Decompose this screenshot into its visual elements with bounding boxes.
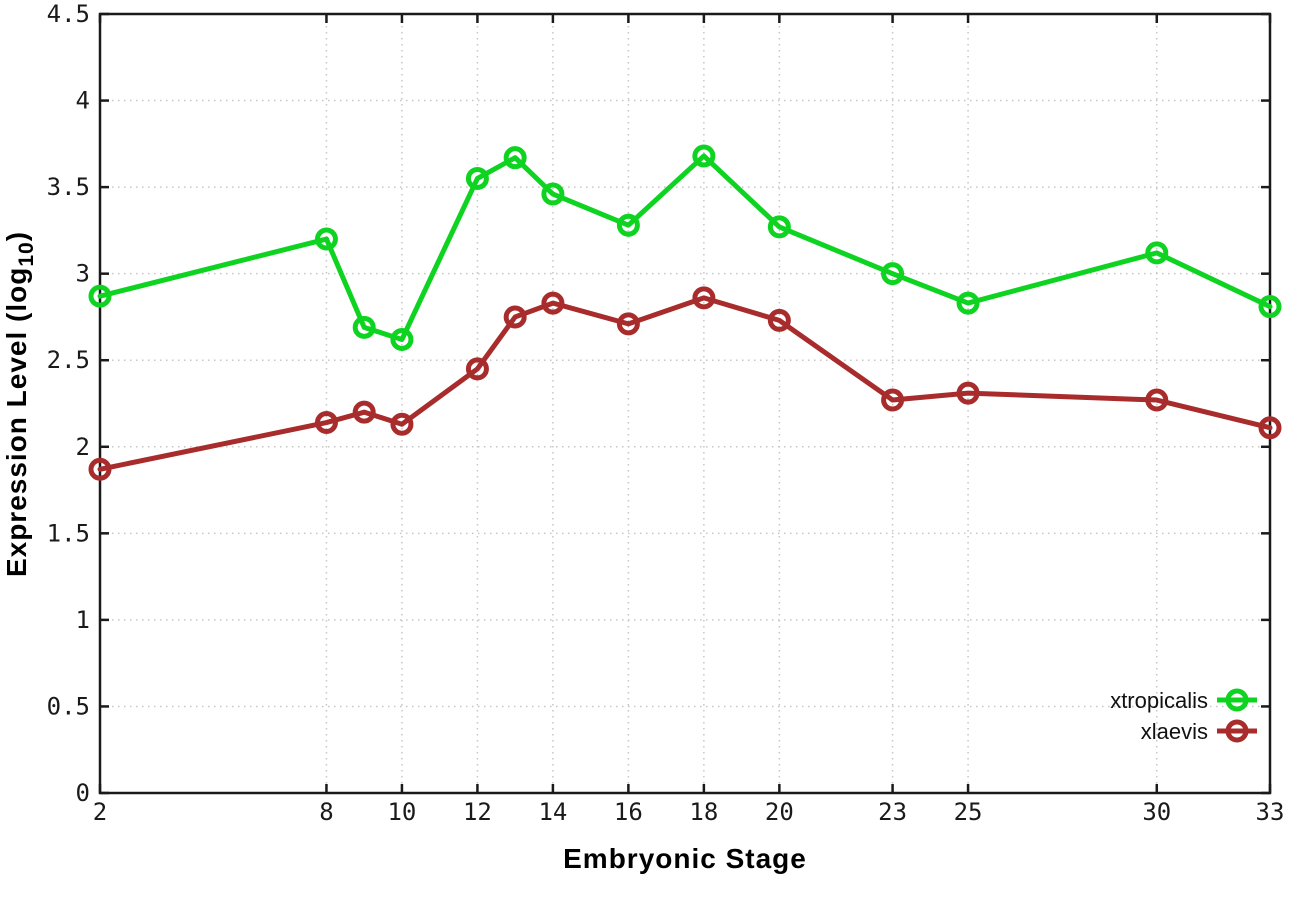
y-axis-title-close: ) xyxy=(1,231,32,241)
data-point-xtropicalis xyxy=(881,262,905,286)
y-tick-label: 2 xyxy=(76,433,90,461)
y-tick-label: 4.5 xyxy=(47,0,90,28)
data-point-xtropicalis xyxy=(767,215,791,239)
x-tick-label: 23 xyxy=(878,798,907,826)
x-tick-label: 25 xyxy=(954,798,983,826)
x-tick-label: 30 xyxy=(1142,798,1171,826)
data-point-xtropicalis xyxy=(352,315,376,339)
series-layer xyxy=(88,144,1282,481)
x-tick-label: 2 xyxy=(93,798,107,826)
data-point-xlaevis xyxy=(314,411,338,435)
plot-border xyxy=(98,12,1272,795)
legend-label-xtropicalis: xtropicalis xyxy=(1110,688,1208,713)
y-axis-title-main: Expression Level (log xyxy=(1,267,32,577)
data-point-xlaevis xyxy=(503,305,527,329)
series-line-xtropicalis xyxy=(97,153,1273,342)
y-tick-label: 0 xyxy=(76,779,90,807)
data-point-xtropicalis xyxy=(88,284,112,308)
data-point-xlaevis xyxy=(767,308,791,332)
x-tick-label: 18 xyxy=(689,798,718,826)
legend: xtropicalis xlaevis xyxy=(1110,688,1257,744)
data-point-xtropicalis xyxy=(1258,295,1282,319)
data-point-xlaevis xyxy=(88,457,112,481)
x-tick-label: 16 xyxy=(614,798,643,826)
grid-layer xyxy=(100,14,1270,793)
legend-label-xlaevis: xlaevis xyxy=(1141,719,1208,744)
data-point-xtropicalis xyxy=(692,144,716,168)
data-point-xtropicalis xyxy=(314,227,338,251)
x-tick-label: 14 xyxy=(538,798,567,826)
y-tick-label: 1.5 xyxy=(47,519,90,547)
data-point-xlaevis xyxy=(1145,388,1169,412)
data-point-xtropicalis xyxy=(956,291,980,315)
x-tick-label: 8 xyxy=(319,798,333,826)
tick-labels-layer: 2 8 10 12 14 16 18 20 23 25 30 33 0 0.5 1 1.5 2 2.5 3 3.5 4 4… xyxy=(47,0,1285,826)
data-point-xlaevis xyxy=(881,388,905,412)
y-tick-label: 3 xyxy=(76,260,90,288)
series-line-xlaevis xyxy=(97,295,1273,472)
x-tick-label: 33 xyxy=(1256,798,1285,826)
legend-marker-xlaevis xyxy=(1225,719,1249,743)
data-point-xtropicalis xyxy=(1145,241,1169,265)
data-point-xlaevis xyxy=(465,357,489,381)
y-tick-label: 4 xyxy=(76,87,90,115)
data-point-xlaevis xyxy=(692,286,716,310)
x-tick-label: 20 xyxy=(765,798,794,826)
data-point-xtropicalis xyxy=(503,146,527,170)
data-point-xlaevis xyxy=(956,381,980,405)
data-point-xlaevis xyxy=(352,400,376,424)
data-point-xtropicalis xyxy=(465,166,489,190)
x-tick-label: 10 xyxy=(387,798,416,826)
data-point-xlaevis xyxy=(390,412,414,436)
data-point-xtropicalis xyxy=(616,213,640,237)
y-tick-label: 1 xyxy=(76,606,90,634)
ticks-layer xyxy=(98,12,1272,795)
data-point-xtropicalis xyxy=(541,182,565,206)
x-axis-title: Embryonic Stage xyxy=(563,843,807,874)
data-point-xlaevis xyxy=(1258,416,1282,440)
data-point-xlaevis xyxy=(616,312,640,336)
y-tick-label: 0.5 xyxy=(47,692,90,720)
y-axis-title: Expression Level (log10) xyxy=(1,231,38,577)
data-point-xlaevis xyxy=(541,291,565,315)
data-point-xtropicalis xyxy=(390,327,414,351)
x-tick-label: 12 xyxy=(463,798,492,826)
y-tick-label: 3.5 xyxy=(47,173,90,201)
legend-marker-xtropicalis xyxy=(1225,688,1249,712)
y-tick-label: 2.5 xyxy=(47,346,90,374)
y-axis-title-subscript: 10 xyxy=(15,241,38,266)
